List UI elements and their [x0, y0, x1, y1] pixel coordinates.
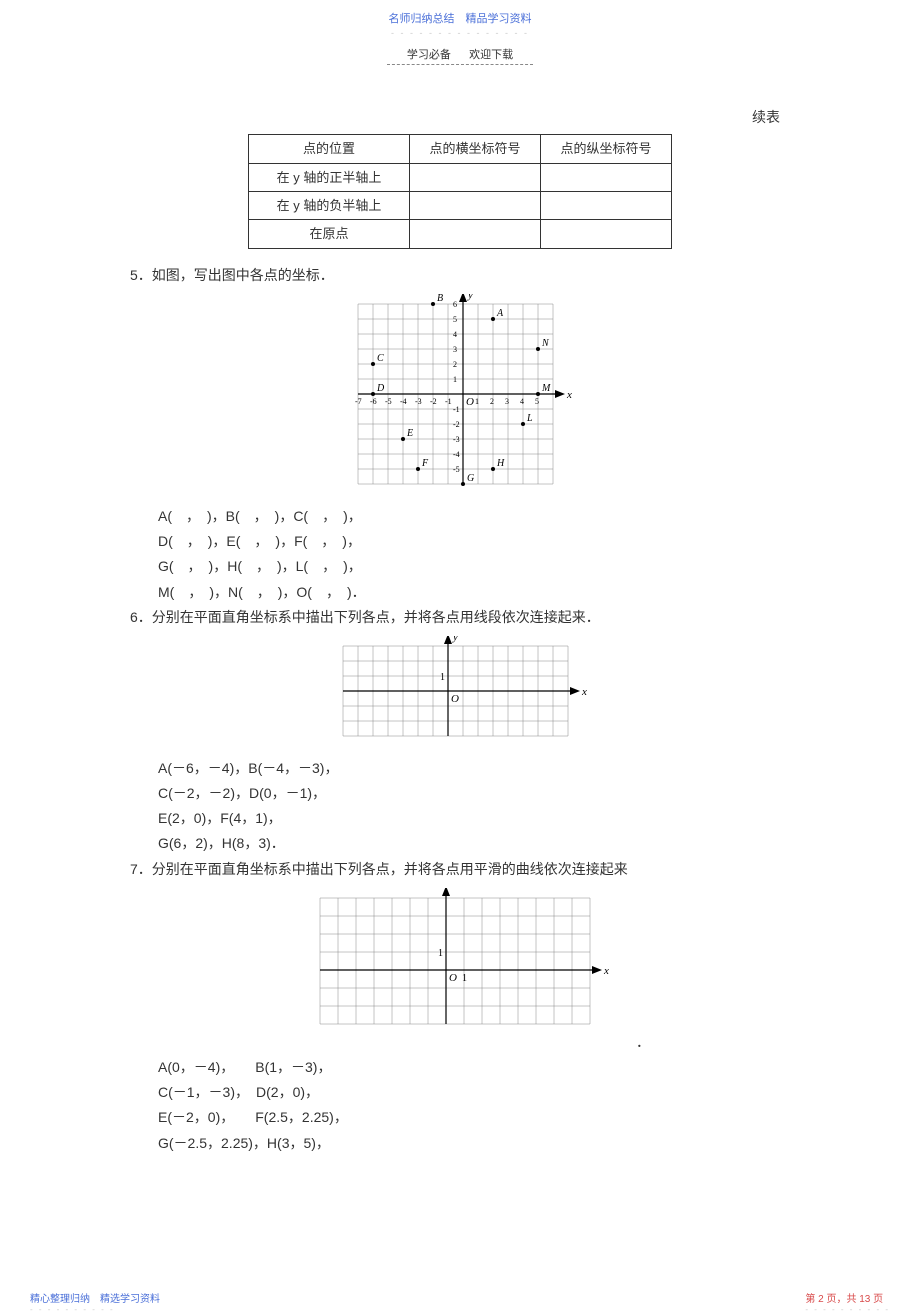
svg-text:-3: -3 [415, 397, 422, 406]
table-cell [541, 191, 672, 219]
q5-prompt: 5．如图，写出图中各点的坐标． [130, 263, 790, 288]
q7-coordinate-grid: xO11 [310, 888, 610, 1034]
header-left: 学习必备 [407, 49, 451, 61]
table-cell: 在 y 轴的正半轴上 [249, 163, 410, 191]
svg-text:1: 1 [440, 672, 445, 683]
q5-line: D( ， )，E( ， )，F( ， )， [158, 529, 790, 554]
svg-text:3: 3 [453, 345, 457, 354]
svg-text:-4: -4 [400, 397, 407, 406]
q7-prompt: 7．分别在平面直角坐标系中描出下列各点，并将各点用平滑的曲线依次连接起来 [130, 857, 790, 882]
svg-text:F: F [421, 458, 429, 469]
svg-text:H: H [496, 458, 505, 469]
svg-text:y: y [452, 636, 458, 643]
table-cell [410, 191, 541, 219]
table-cell: 在 y 轴的负半轴上 [249, 191, 410, 219]
q6-line: A(－6，－4)，B(－4，－3)， [158, 756, 790, 781]
table-cell [541, 163, 672, 191]
footer-right: 第 2 页，共 13 页 - - - - - - - - - - [805, 1290, 890, 1314]
table-cell [410, 163, 541, 191]
svg-text:2: 2 [490, 397, 494, 406]
svg-text:A: A [496, 308, 504, 319]
svg-text:M: M [541, 383, 551, 394]
q7-line: E(－2，0)， F(2.5，2.25)， [158, 1105, 790, 1130]
svg-text:5: 5 [535, 397, 539, 406]
svg-text:x: x [603, 965, 609, 977]
period: ． [130, 1030, 650, 1055]
svg-text:-2: -2 [453, 420, 460, 429]
q6-line: E(2，0)，F(4，1)， [158, 806, 790, 831]
svg-text:5: 5 [453, 315, 457, 324]
svg-text:x: x [566, 389, 572, 401]
header-subtitle: 学习必备 欢迎下载 [387, 46, 533, 65]
svg-text:C: C [377, 353, 384, 364]
svg-text:-7: -7 [355, 397, 362, 406]
svg-text:6: 6 [453, 300, 457, 309]
position-sign-table: 点的位置 点的横坐标符号 点的纵坐标符号 在 y 轴的正半轴上 在 y 轴的负半… [248, 134, 672, 249]
q5-line: G( ， )，H( ， )，L( ， )， [158, 554, 790, 579]
q7-line: C(－1，－3)， D(2，0)， [158, 1080, 790, 1105]
svg-text:-6: -6 [370, 397, 377, 406]
svg-text:O: O [451, 693, 459, 705]
table-header: 点的横坐标符号 [410, 135, 541, 163]
svg-text:B: B [437, 294, 443, 304]
svg-text:1: 1 [453, 375, 457, 384]
header-dots: - - - - - - - - - - - - - - - [0, 28, 920, 38]
svg-text:G: G [467, 473, 474, 484]
svg-text:-4: -4 [453, 450, 460, 459]
svg-text:-5: -5 [385, 397, 392, 406]
svg-text:y: y [467, 294, 473, 301]
footer-left: 精心整理归纳 精选学习资料 - - - - - - - - - - [30, 1290, 160, 1314]
table-cell: 在原点 [249, 220, 410, 248]
q5-coordinate-grid: x y O -7 -6 -5 -4 -3 -2 -1 1 2 3 4 5 -5 -4 -3 -2 -1 1 2 3 4 5 6 A B… [348, 294, 573, 494]
q5-line: A( ， )，B( ， )，C( ， )， [158, 504, 790, 529]
svg-text:-2: -2 [430, 397, 437, 406]
svg-text:1: 1 [438, 948, 443, 959]
q6-line: G(6，2)，H(8，3)． [158, 831, 790, 856]
q7-line: A(0，－4)， B(1，－3)， [158, 1055, 790, 1080]
q6-prompt: 6．分别在平面直角坐标系中描出下列各点，并将各点用线段依次连接起来． [130, 605, 790, 630]
svg-text:-3: -3 [453, 435, 460, 444]
table-row: 在原点 [249, 220, 672, 248]
svg-text:4: 4 [520, 397, 524, 406]
header-right: 欢迎下载 [469, 49, 513, 61]
table-row: 在 y 轴的负半轴上 [249, 191, 672, 219]
svg-text:O: O [466, 396, 474, 408]
svg-text:x: x [581, 686, 587, 698]
svg-text:O: O [449, 972, 457, 984]
svg-text:4: 4 [453, 330, 457, 339]
q5-line: M( ， )，N( ， )，O( ， )． [158, 580, 790, 605]
table-header: 点的位置 [249, 135, 410, 163]
table-cell [541, 220, 672, 248]
svg-text:-5: -5 [453, 465, 460, 474]
svg-text:2: 2 [453, 360, 457, 369]
svg-text:E: E [406, 428, 413, 439]
q7-line: G(－2.5，2.25)，H(3，5)， [158, 1131, 790, 1156]
svg-text:1: 1 [475, 397, 479, 406]
svg-text:D: D [376, 383, 385, 394]
svg-text:-1: -1 [445, 397, 452, 406]
svg-text:-1: -1 [453, 405, 460, 414]
svg-text:3: 3 [505, 397, 509, 406]
q6-line: C(－2，－2)，D(0，－1)， [158, 781, 790, 806]
q6-coordinate-grid: x y O1 [333, 636, 588, 746]
svg-text:L: L [526, 413, 533, 424]
svg-text:1: 1 [462, 973, 467, 984]
svg-text:N: N [541, 338, 550, 349]
header-credit: 名师归纳总结 精品学习资料 [0, 10, 920, 26]
table-cell [410, 220, 541, 248]
table-header: 点的纵坐标符号 [541, 135, 672, 163]
table-row: 在 y 轴的正半轴上 [249, 163, 672, 191]
continuation-label: 续表 [130, 105, 780, 130]
